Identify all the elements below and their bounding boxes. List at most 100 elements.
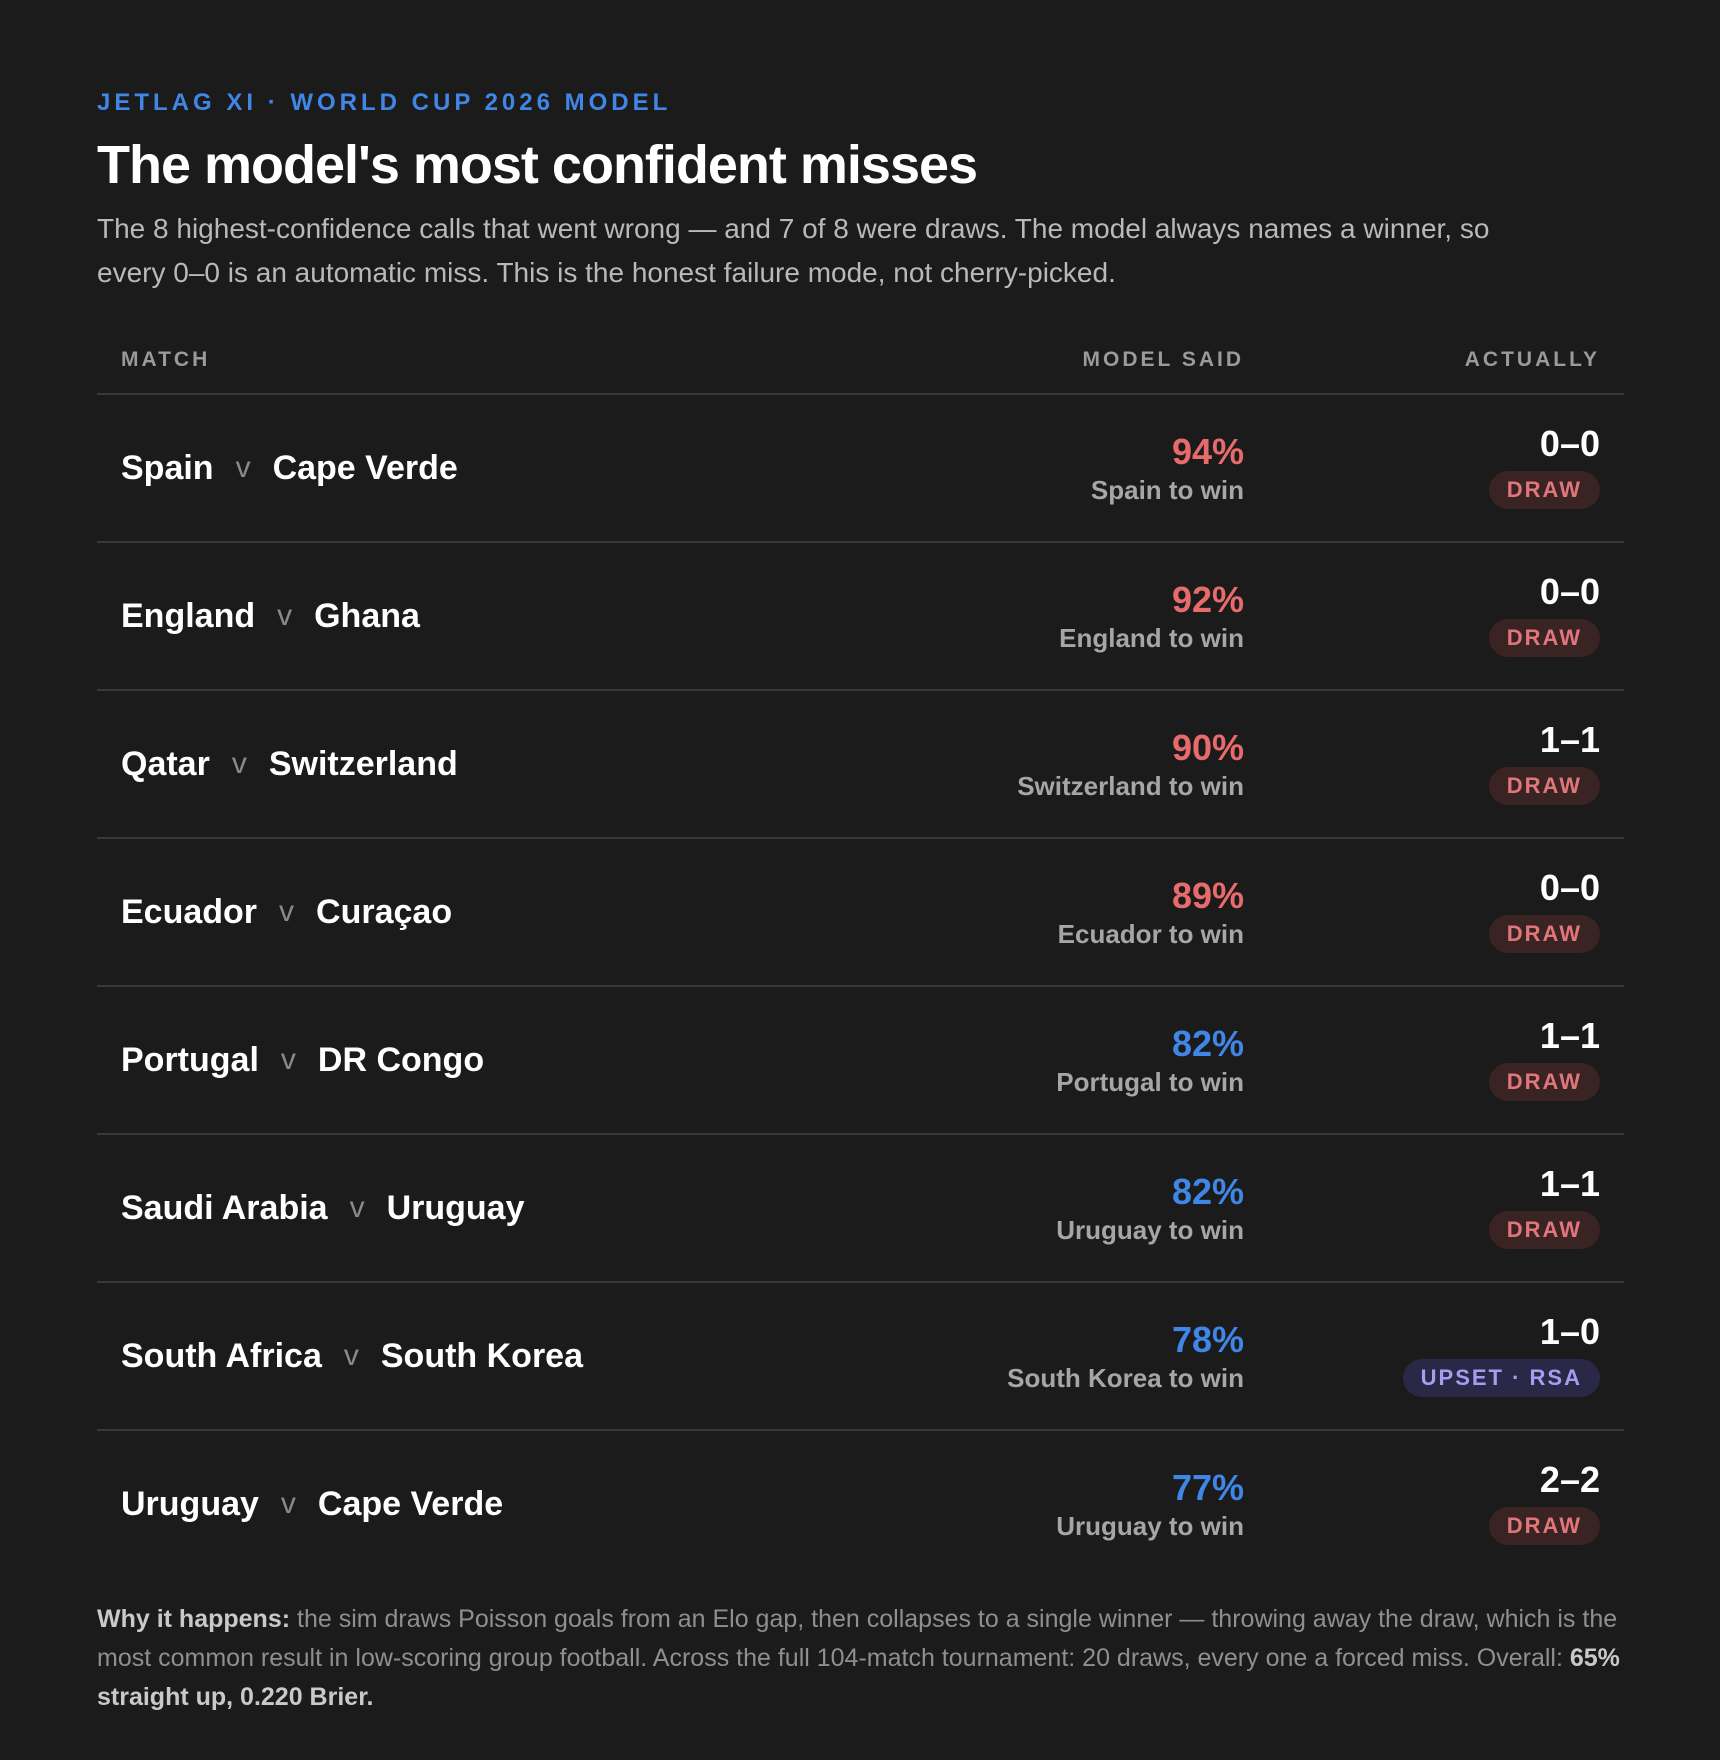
result-badge: DRAW	[1488, 619, 1600, 657]
result-badge: DRAW	[1488, 1063, 1600, 1101]
home-team: Saudi Arabia	[121, 1188, 328, 1227]
model-said-cell: 77% Uruguay to win	[1056, 1467, 1244, 1543]
confidence-percent: 82%	[1171, 1171, 1244, 1212]
actual-result-cell: 1–0 UPSET · RSA	[1402, 1311, 1600, 1397]
versus-separator: v	[280, 1043, 296, 1076]
actual-result-cell: 0–0 DRAW	[1488, 867, 1600, 953]
match-cell: Ecuador v Curaçao	[121, 839, 452, 985]
model-said-cell: 90% Switzerland to win	[1017, 727, 1244, 803]
table-row: Uruguay v Cape Verde 77% Uruguay to win 2–2 DR…	[97, 1431, 1624, 1577]
actual-result-cell: 2–2 DRAW	[1488, 1459, 1600, 1545]
away-team: Cape Verde	[317, 1484, 504, 1523]
match-cell: Uruguay v Cape Verde	[121, 1431, 503, 1577]
final-score: 0–0	[1539, 867, 1600, 908]
footnote-lead: Why it happens:	[97, 1605, 291, 1633]
confidence-percent: 90%	[1171, 727, 1244, 768]
home-team: Portugal	[121, 1040, 259, 1079]
away-team: Cape Verde	[272, 448, 458, 487]
predicted-winner: Uruguay to win	[1056, 1511, 1244, 1541]
column-header-match: MATCH	[121, 348, 211, 371]
footnote-body: the sim draws Poisson goals from an Elo …	[97, 1605, 1618, 1672]
predicted-winner: Ecuador to win	[1057, 919, 1244, 949]
predicted-winner: Switzerland to win	[1017, 771, 1244, 801]
home-team: Spain	[121, 448, 214, 487]
confidence-percent: 94%	[1171, 431, 1244, 472]
home-team: South Africa	[121, 1336, 322, 1375]
final-score: 0–0	[1539, 571, 1600, 612]
table-row: Saudi Arabia v Uruguay 82% Uruguay to win 1–1…	[97, 1135, 1624, 1283]
footnote-summary: 65% straight up, 0.220 Brier.	[97, 1644, 1620, 1711]
final-score: 2–2	[1539, 1459, 1600, 1500]
final-score: 1–1	[1539, 1015, 1600, 1056]
match-cell: Saudi Arabia v Uruguay	[121, 1135, 525, 1281]
model-said-cell: 92% England to win	[1059, 579, 1244, 655]
eyebrow: JETLAG XI · WORLD CUP 2026 MODEL	[97, 89, 672, 116]
model-said-cell: 82% Portugal to win	[1056, 1023, 1244, 1099]
model-said-cell: 94% Spain to win	[1091, 431, 1244, 507]
result-badge: UPSET · RSA	[1402, 1359, 1600, 1397]
header-divider	[97, 393, 1624, 395]
misses-table: Spain v Cape Verde 94% Spain to win 0–0 DRAW En…	[97, 395, 1624, 1577]
table-row: Spain v Cape Verde 94% Spain to win 0–0 DRAW	[97, 395, 1624, 543]
table-row: Qatar v Switzerland 90% Switzerland to win 1–…	[97, 691, 1624, 839]
table-row: England v Ghana 92% England to win 0–0 DRAW	[97, 543, 1624, 691]
confidence-percent: 82%	[1171, 1023, 1244, 1064]
predicted-winner: Spain to win	[1090, 475, 1244, 505]
versus-separator: v	[279, 895, 295, 928]
home-team: Uruguay	[121, 1484, 259, 1523]
away-team: Ghana	[314, 596, 420, 635]
table-row: Ecuador v Curaçao 89% Ecuador to win 0–0 DRAW	[97, 839, 1624, 987]
actual-result-cell: 1–1 DRAW	[1488, 1163, 1600, 1249]
match-cell: Spain v Cape Verde	[121, 395, 458, 541]
confidence-percent: 89%	[1171, 875, 1244, 916]
away-team: DR Congo	[317, 1040, 485, 1079]
versus-separator: v	[280, 1487, 296, 1520]
match-cell: Qatar v Switzerland	[121, 691, 458, 837]
away-team: Switzerland	[268, 744, 458, 783]
predicted-winner: Portugal to win	[1056, 1067, 1244, 1097]
result-badge: DRAW	[1488, 915, 1600, 953]
versus-separator: v	[277, 599, 293, 632]
page-title: The model's most confident misses	[97, 135, 978, 195]
versus-separator: v	[235, 451, 251, 484]
column-header-actually: ACTUALLY	[1464, 348, 1600, 371]
match-cell: England v Ghana	[121, 543, 420, 689]
model-said-cell: 82% Uruguay to win	[1056, 1171, 1244, 1247]
result-badge: DRAW	[1488, 1507, 1600, 1545]
result-badge: DRAW	[1488, 767, 1600, 805]
confidence-percent: 77%	[1171, 1467, 1244, 1508]
final-score: 1–0	[1539, 1311, 1600, 1352]
actual-result-cell: 1–1 DRAW	[1488, 719, 1600, 805]
final-score: 1–1	[1539, 1163, 1600, 1204]
match-cell: Portugal v DR Congo	[121, 987, 484, 1133]
table-row: Portugal v DR Congo 82% Portugal to win 1–1 DR…	[97, 987, 1624, 1135]
result-badge: DRAW	[1488, 1211, 1600, 1249]
actual-result-cell: 0–0 DRAW	[1488, 571, 1600, 657]
away-team: Curaçao	[316, 892, 453, 931]
column-header-model-said: MODEL SAID	[1082, 348, 1244, 371]
page-subtitle: The 8 highest-confidence calls that went…	[97, 213, 1490, 288]
final-score: 1–1	[1539, 719, 1600, 760]
predicted-winner: Uruguay to win	[1056, 1215, 1244, 1245]
table-row: South Africa v South Korea 78% South Korea t…	[97, 1283, 1624, 1431]
predicted-winner: England to win	[1059, 623, 1244, 653]
away-team: Uruguay	[386, 1188, 525, 1227]
versus-separator: v	[231, 747, 247, 780]
versus-separator: v	[349, 1191, 365, 1224]
match-cell: South Africa v South Korea	[121, 1283, 583, 1429]
model-said-cell: 78% South Korea to win	[1007, 1319, 1244, 1395]
predicted-winner: South Korea to win	[1007, 1363, 1244, 1393]
actual-result-cell: 0–0 DRAW	[1488, 423, 1600, 509]
away-team: South Korea	[380, 1336, 583, 1375]
result-badge: DRAW	[1488, 471, 1600, 509]
versus-separator: v	[343, 1339, 359, 1372]
home-team: Ecuador	[121, 892, 258, 931]
model-said-cell: 89% Ecuador to win	[1058, 875, 1244, 951]
home-team: Qatar	[121, 744, 210, 783]
footnote: Why it happens: the sim draws Poisson go…	[97, 1600, 1624, 1717]
confidence-percent: 92%	[1171, 579, 1244, 620]
home-team: England	[121, 596, 256, 635]
actual-result-cell: 1–1 DRAW	[1488, 1015, 1600, 1101]
confidence-percent: 78%	[1171, 1319, 1244, 1360]
